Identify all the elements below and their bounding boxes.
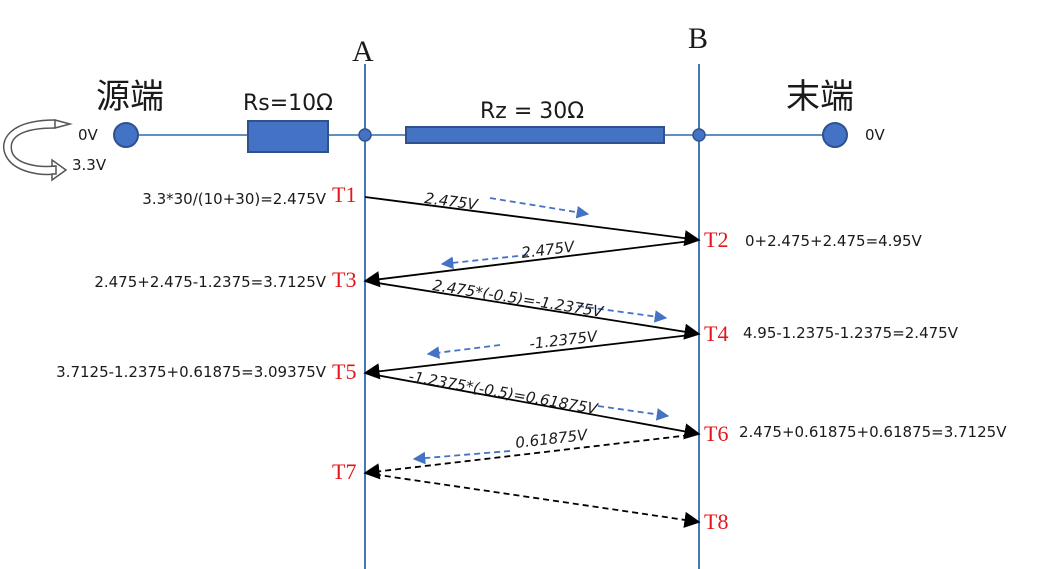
hint-arrow-2 (440, 254, 529, 270)
wave-t2-t3 (363, 239, 700, 288)
node-a-label: A (352, 35, 374, 68)
node-b-label: B (688, 22, 708, 55)
wave-t4-t5 (363, 333, 700, 380)
source-label: 源端 (96, 77, 164, 117)
node-a-dot (358, 128, 372, 142)
wave-t5-t6 (364, 372, 701, 440)
hint-arrow-3 (577, 305, 668, 323)
time-tag-t8: T8 (704, 509, 728, 534)
time-tag-t1: T1 (332, 182, 356, 207)
hint-arrow-6 (412, 450, 511, 465)
wave-t3-t4 (364, 280, 701, 340)
rs-resistor (247, 120, 329, 153)
equation-t3: 2.475+2.475-1.2375=3.7125V (94, 273, 326, 291)
wave-t7-t8 (364, 472, 701, 528)
equation-t1: 3.3*30/(10+30)=2.475V (142, 190, 326, 208)
hint-arrow-1 (489, 197, 590, 219)
source-low-level: 0V (78, 126, 99, 144)
wave-t1-t2 (364, 196, 701, 247)
equation-t4: 4.95-1.2375-1.2375=2.475V (743, 324, 959, 342)
time-tag-t4: T4 (704, 321, 728, 346)
hint-arrow-4 (426, 344, 501, 359)
hint-arrow-5 (597, 405, 670, 421)
rs-label: Rs=10Ω (243, 91, 333, 116)
wave-label-2: 2.475V (520, 237, 577, 262)
time-tag-t6: T6 (704, 421, 728, 446)
wave-t6-t7 (363, 433, 700, 480)
time-tag-t5: T5 (332, 359, 356, 384)
equation-t6: 2.475+0.61875+0.61875=3.7125V (739, 423, 1007, 441)
end-level: 0V (865, 126, 886, 144)
wave-label-3: 2.475*(-0.5)=-1.2375V (431, 276, 606, 321)
time-tag-t2: T2 (704, 227, 728, 252)
wave-label-5: -1.2375*(-0.5)=0.61875V (407, 367, 600, 418)
time-tag-t3: T3 (332, 267, 356, 292)
source-high-level: 3.3V (72, 156, 107, 174)
rz-transmission-line (405, 126, 665, 144)
rz-label: Rz = 30Ω (480, 99, 584, 124)
equation-t5: 3.7125-1.2375+0.61875=3.09375V (56, 363, 327, 381)
end-label: 末端 (786, 77, 854, 117)
source-terminal (113, 122, 139, 148)
end-terminal (822, 122, 848, 148)
time-tag-t7: T7 (332, 459, 356, 484)
equation-t2: 0+2.475+2.475=4.95V (745, 232, 923, 250)
step-source-icon (2, 119, 73, 182)
node-b-dot (692, 128, 706, 142)
wave-label-1: 2.475V (423, 189, 480, 214)
